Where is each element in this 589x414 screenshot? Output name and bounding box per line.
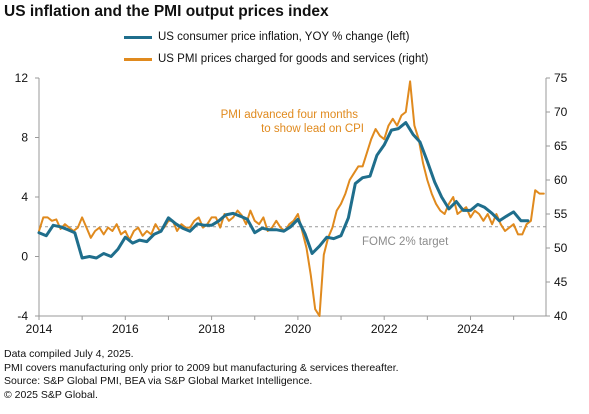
legend-swatch-pmi xyxy=(124,57,152,61)
y-left-tick-label: 12 xyxy=(15,71,29,85)
x-tick-label: 2016 xyxy=(112,322,139,336)
axes: -4 0 4 8 12 40 45 50 55 60 65 70 75 2014 2016 2018 2020 2… xyxy=(15,71,568,336)
legend-label-cpi: US consumer price inflation, YOY % chang… xyxy=(158,31,410,43)
line-chart: -4 0 4 8 12 40 45 50 55 60 65 70 75 2014 2016 2018 2020 2… xyxy=(15,71,568,336)
note-pmi-coverage: PMI covers manufacturing only prior to 2… xyxy=(4,361,399,374)
x-tick-label: 2020 xyxy=(285,322,312,336)
annotation-line-2: to show lead on CPI xyxy=(261,123,364,135)
x-tick-label: 2018 xyxy=(198,322,225,336)
annotation-line-1: PMI advanced four months xyxy=(221,109,359,121)
x-tick-label: 2014 xyxy=(26,322,53,336)
fomc-target-label: FOMC 2% target xyxy=(362,236,449,248)
legend-item-pmi: US PMI prices charged for goods and serv… xyxy=(124,53,428,65)
series-line-pmi xyxy=(38,80,545,317)
y-right-tick-label: 55 xyxy=(554,207,568,221)
series-line-cpi xyxy=(37,121,530,260)
y-left-tick-label: -4 xyxy=(17,309,28,323)
y-right-tick-label: 75 xyxy=(554,71,568,85)
note-source: Source: S&P Global PMI, BEA via S&P Glob… xyxy=(4,375,313,387)
y-right-tick-label: 40 xyxy=(554,309,568,323)
y-right-tick-label: 50 xyxy=(554,241,568,255)
lead-annotation: PMI advanced four months to show lead on… xyxy=(221,109,364,135)
y-right-tick-label: 60 xyxy=(554,173,568,187)
y-left-tick-label: 8 xyxy=(21,131,28,145)
series-lines xyxy=(37,80,545,317)
legend-swatch-cpi xyxy=(124,35,152,39)
y-left-tick-label: 4 xyxy=(21,190,28,204)
legend-item-cpi: US consumer price inflation, YOY % chang… xyxy=(124,31,409,43)
y-right-tick-label: 70 xyxy=(554,105,568,119)
x-tick-label: 2022 xyxy=(371,322,398,336)
y-right-tick-label: 45 xyxy=(554,275,568,289)
y-left-tick-label: 0 xyxy=(21,250,28,264)
chart-title: US inflation and the PMI output prices i… xyxy=(4,3,329,20)
note-copyright: © 2025 S&P Global. xyxy=(4,388,98,401)
x-tick-label: 2024 xyxy=(457,322,484,336)
legend-label-pmi: US PMI prices charged for goods and serv… xyxy=(158,53,429,65)
note-data-compiled: Data compiled July 4, 2025. xyxy=(4,348,134,360)
footnotes: Data compiled July 4, 2025. PMI covers m… xyxy=(4,348,399,402)
y-right-tick-label: 65 xyxy=(554,139,568,153)
